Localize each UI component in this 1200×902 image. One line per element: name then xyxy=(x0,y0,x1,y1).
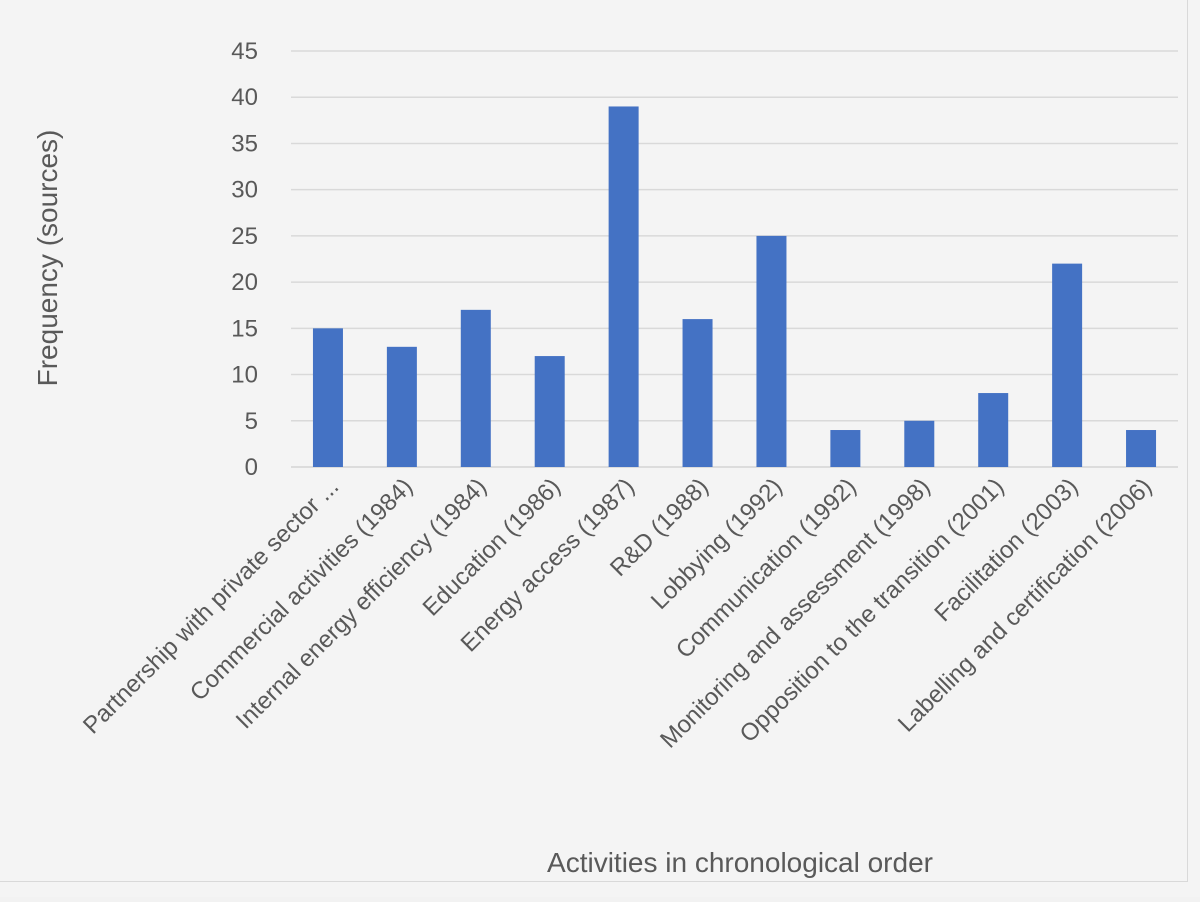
y-tick-label: 40 xyxy=(231,84,258,111)
y-tick-label: 15 xyxy=(231,315,258,342)
y-tick-label: 35 xyxy=(231,130,258,157)
bar-1 xyxy=(386,346,417,467)
y-tick-label: 5 xyxy=(245,408,258,435)
y-axis-ticks: 0 5 10 15 20 25 30 35 40 45 xyxy=(231,38,258,481)
y-tick-label: 30 xyxy=(231,177,258,204)
bar-2 xyxy=(460,309,491,467)
bar-6 xyxy=(756,235,787,467)
y-axis-title: Frequency (sources) xyxy=(32,130,63,387)
bar-9 xyxy=(978,393,1009,467)
bar-7 xyxy=(830,430,861,467)
bar-11 xyxy=(1126,430,1157,467)
bar-0 xyxy=(312,328,343,467)
y-tick-label: 45 xyxy=(231,38,258,65)
y-tick-label: 20 xyxy=(231,269,258,296)
bars xyxy=(312,106,1157,467)
gridlines xyxy=(291,50,1178,468)
bar-10 xyxy=(1052,263,1083,467)
y-tick-label: 10 xyxy=(231,362,258,389)
x-axis-title: Activities in chronological order xyxy=(547,847,933,878)
bar-8 xyxy=(904,420,935,467)
chart-frame xyxy=(0,0,1188,882)
bar-4 xyxy=(608,106,639,467)
y-tick-label: 0 xyxy=(245,454,258,481)
y-tick-label: 25 xyxy=(231,223,258,250)
bar-3 xyxy=(534,356,565,467)
bar-5 xyxy=(682,319,713,467)
